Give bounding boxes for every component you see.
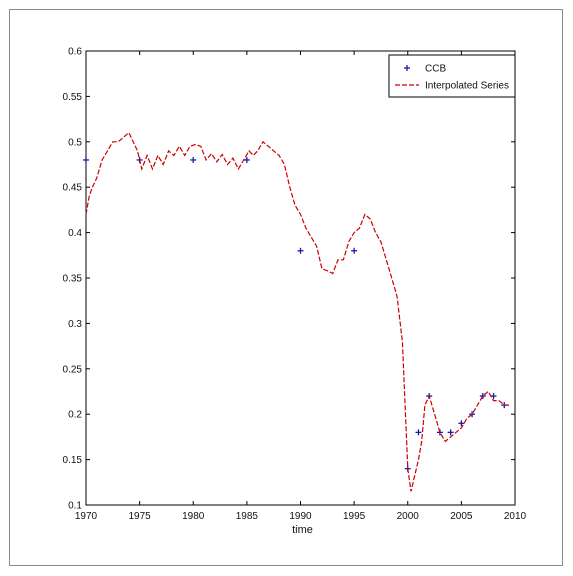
y-tick-label: 0.15 bbox=[63, 455, 83, 466]
ccb-data-point bbox=[297, 247, 304, 254]
legend: CCB Interpolated Series bbox=[388, 54, 516, 98]
y-tick-label: 0.5 bbox=[68, 137, 82, 148]
x-tick-label: 1985 bbox=[236, 511, 259, 522]
ccb-data-point bbox=[479, 393, 486, 400]
y-tick-label: 0.25 bbox=[63, 364, 83, 375]
ccb-data-point bbox=[469, 411, 476, 418]
legend-item: Interpolated Series bbox=[395, 81, 509, 92]
y-tick-label: 0.4 bbox=[68, 228, 82, 239]
ccb-data-point bbox=[458, 420, 465, 427]
ccb-data-point bbox=[447, 429, 454, 436]
y-tick-label: 0.1 bbox=[68, 501, 82, 512]
y-tick-label: 0.55 bbox=[63, 92, 83, 103]
legend-box bbox=[388, 54, 516, 98]
ccb-data-point bbox=[243, 156, 250, 163]
ccb-data-point bbox=[83, 156, 89, 163]
ccb-data-point bbox=[351, 247, 358, 254]
figure-frame bbox=[9, 9, 563, 566]
y-tick-label: 0.6 bbox=[68, 47, 82, 58]
x-tick-label: 2005 bbox=[450, 511, 473, 522]
y-tick-label: 0.3 bbox=[68, 319, 82, 330]
x-tick-label: 1970 bbox=[75, 511, 98, 522]
x-tick-label: 1975 bbox=[129, 511, 152, 522]
x-tick-label: 2010 bbox=[504, 511, 527, 522]
x-tick-label: 1990 bbox=[289, 511, 312, 522]
x-axis-title: time bbox=[292, 524, 313, 536]
legend-label: CCB bbox=[425, 64, 446, 75]
x-tick-label: 1995 bbox=[343, 511, 366, 522]
y-tick-label: 0.35 bbox=[63, 274, 83, 285]
y-tick-label: 0.2 bbox=[68, 410, 82, 421]
y-tick-label: 0.45 bbox=[63, 183, 83, 194]
legend-label: Interpolated Series bbox=[425, 81, 509, 92]
ccb-data-point bbox=[190, 156, 197, 163]
ccb-data-point bbox=[490, 393, 497, 400]
x-tick-label: 1980 bbox=[182, 511, 205, 522]
ccb-data-point bbox=[415, 429, 422, 436]
legend-item: CCB bbox=[404, 64, 446, 75]
x-tick-label: 2000 bbox=[397, 511, 420, 522]
series-line-interpolated bbox=[85, 131, 510, 492]
